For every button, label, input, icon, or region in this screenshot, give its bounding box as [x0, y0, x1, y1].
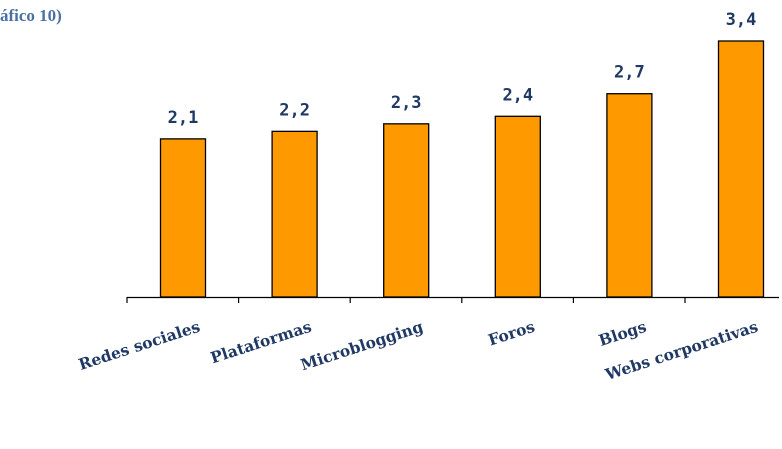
bar — [159, 138, 207, 298]
data-label: 3,4 — [726, 10, 757, 30]
bar — [717, 40, 765, 298]
data-label: 2,4 — [502, 85, 533, 105]
bar — [383, 123, 430, 298]
bar — [606, 93, 653, 298]
category-label: Blogs — [596, 317, 649, 350]
data-label: 2,3 — [391, 93, 422, 113]
category-label: Redes sociales — [76, 317, 202, 374]
chart-title: áfico 10) — [0, 6, 62, 25]
bars-layer — [159, 40, 765, 298]
category-label: Microblogging — [298, 317, 425, 375]
category-label: Foros — [486, 317, 538, 350]
bar — [271, 130, 318, 298]
x-axis — [126, 296, 779, 303]
data-label: 2,1 — [168, 108, 199, 128]
data-labels: 2,1 2,2 2,3 2,4 2,7 3,4 — [168, 10, 757, 128]
data-label: 2,2 — [279, 100, 310, 120]
bar — [494, 115, 541, 298]
data-label: 2,7 — [614, 63, 645, 83]
